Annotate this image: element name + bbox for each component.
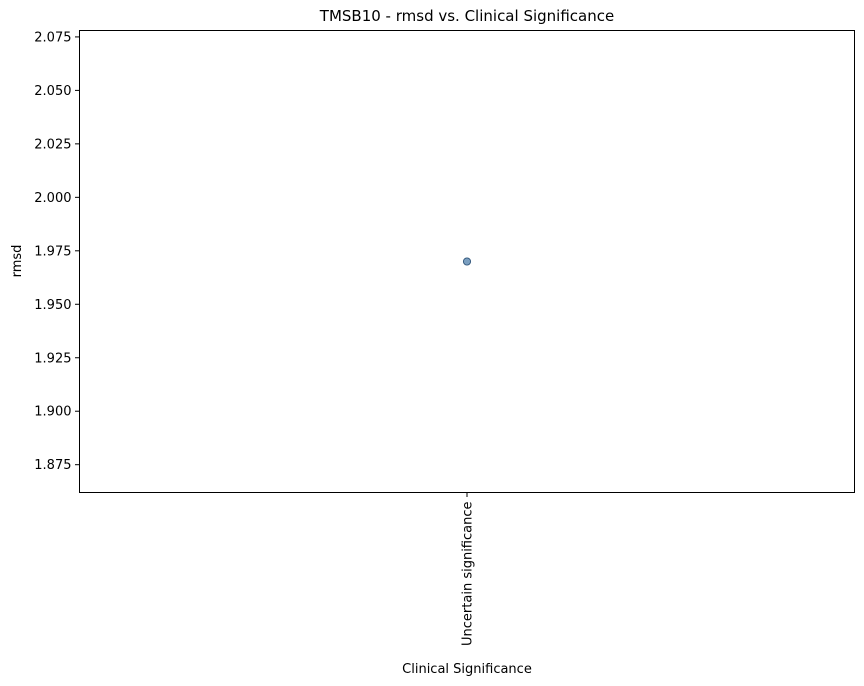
chart-title: TMSB10 - rmsd vs. Clinical Significance (319, 7, 614, 25)
y-tick-label: 1.900 (34, 405, 71, 420)
y-tick-label: 2.050 (34, 84, 71, 99)
data-points (462, 257, 472, 266)
y-tick-label: 1.975 (34, 244, 71, 259)
y-tick-label: 1.950 (34, 298, 71, 313)
y-tick-label: 2.000 (34, 191, 71, 206)
x-axis-label: Clinical Significance (402, 662, 532, 677)
y-axis-label: rmsd (10, 245, 25, 278)
y-tick-label: 1.875 (34, 458, 71, 473)
y-tick-label: 2.075 (34, 30, 71, 45)
x-tick-label: Uncertain significance (461, 502, 476, 646)
y-tick-label: 1.925 (34, 351, 71, 366)
y-tick-label: 2.025 (34, 137, 71, 152)
data-point (462, 257, 472, 266)
y-axis: 1.875 1.900 1.925 1.950 1.975 2.000 2.025 2.050… (34, 30, 80, 473)
x-axis: Uncertain significance (461, 492, 476, 646)
